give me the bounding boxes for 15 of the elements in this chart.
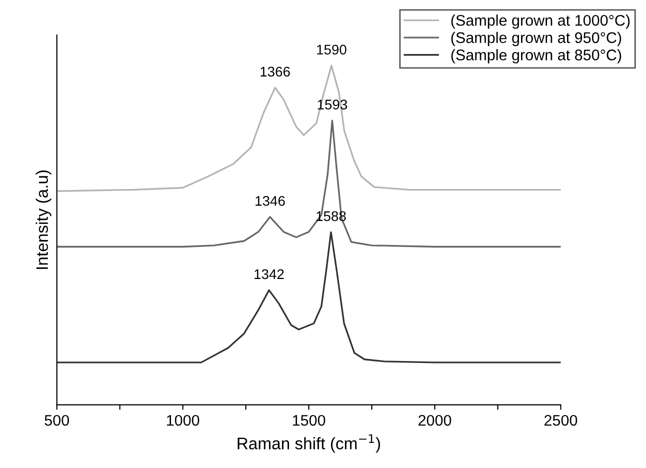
x-tick-label: 1500 (292, 414, 326, 426)
legend-label: (Sample grown at 850°C) (451, 49, 622, 64)
annotation: 1590 (317, 44, 346, 55)
annotation: 1593 (318, 100, 348, 110)
annotation: 1342 (254, 269, 284, 280)
annotation: 1366 (260, 66, 290, 77)
legend-label: (Sample grown at 950°C) (451, 32, 622, 46)
y-axis-title: Intensity (a.u) (36, 170, 52, 269)
x-axis-title: Raman shift (cm$^{−1}$) (238, 434, 380, 453)
x-tick-label: 2000 (418, 414, 452, 426)
x-tick-label: 500 (44, 414, 69, 426)
legend-label: (Sample grown at 1000°C) (451, 14, 630, 29)
x-tick-label: 2500 (544, 414, 578, 426)
annotation: 1346 (256, 196, 285, 206)
x-tick-label: 1000 (166, 414, 200, 426)
